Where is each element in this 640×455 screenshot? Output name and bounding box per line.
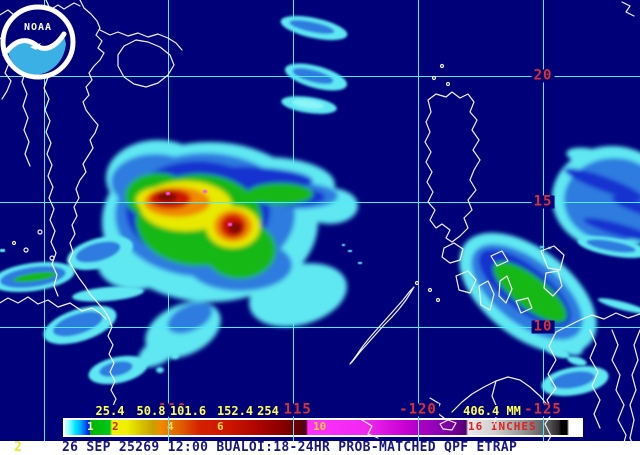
colorbar-mm-label: 152.4 <box>215 404 255 418</box>
noaa-logo-sea <box>8 36 66 75</box>
colorbar-mm-label: 101.6 <box>168 404 208 418</box>
colorbar-mm-label: 50.8 <box>135 404 167 418</box>
noaa-logo-bird-wing <box>30 43 41 50</box>
colorbar-inch-label: 6 <box>217 420 224 433</box>
colorbar-inch-label: 16 INCHES <box>468 420 537 433</box>
colorbar <box>63 418 583 437</box>
lat-label-20: 20 <box>531 67 555 84</box>
lon-label-115: -115 <box>272 401 314 418</box>
precip-extreme-specks <box>166 190 232 226</box>
noaa-logo-text: NOAA <box>24 22 52 33</box>
lat-label-10: 10 <box>531 318 555 335</box>
precip-streak-bottom-right <box>541 366 609 396</box>
precip-blob-right-edge <box>552 146 640 250</box>
footer-bar <box>0 441 640 455</box>
colorbar-inch-label: 2 <box>112 420 119 433</box>
colorbar-inch-label: 1 <box>87 420 94 433</box>
lat-label-15: 15 <box>531 193 555 210</box>
colorbar-inch-label: 10 <box>313 420 327 433</box>
colorbar-mm-label: 406.4 MM <box>462 404 522 418</box>
precip-streak-northeast <box>577 236 640 314</box>
precip-blob-philippines <box>459 232 597 356</box>
noaa-logo: NOAA <box>0 4 76 80</box>
footer-text: 26 SEP 25269 12:00 BUALOI:18-24HR PROB-M… <box>62 440 518 455</box>
precip-blob-main <box>97 140 358 368</box>
colorbar-mm-label: 25.4 <box>94 404 126 418</box>
stray-grid-label: 2 <box>14 440 22 455</box>
lon-label-125: -125 <box>522 401 564 418</box>
colorbar-mm-label: 254 <box>256 404 280 418</box>
colorbar-inch-label: 4 <box>167 420 174 433</box>
gridline-colorbar-segments <box>44 414 544 441</box>
lon-label-120: -120 <box>397 401 439 418</box>
